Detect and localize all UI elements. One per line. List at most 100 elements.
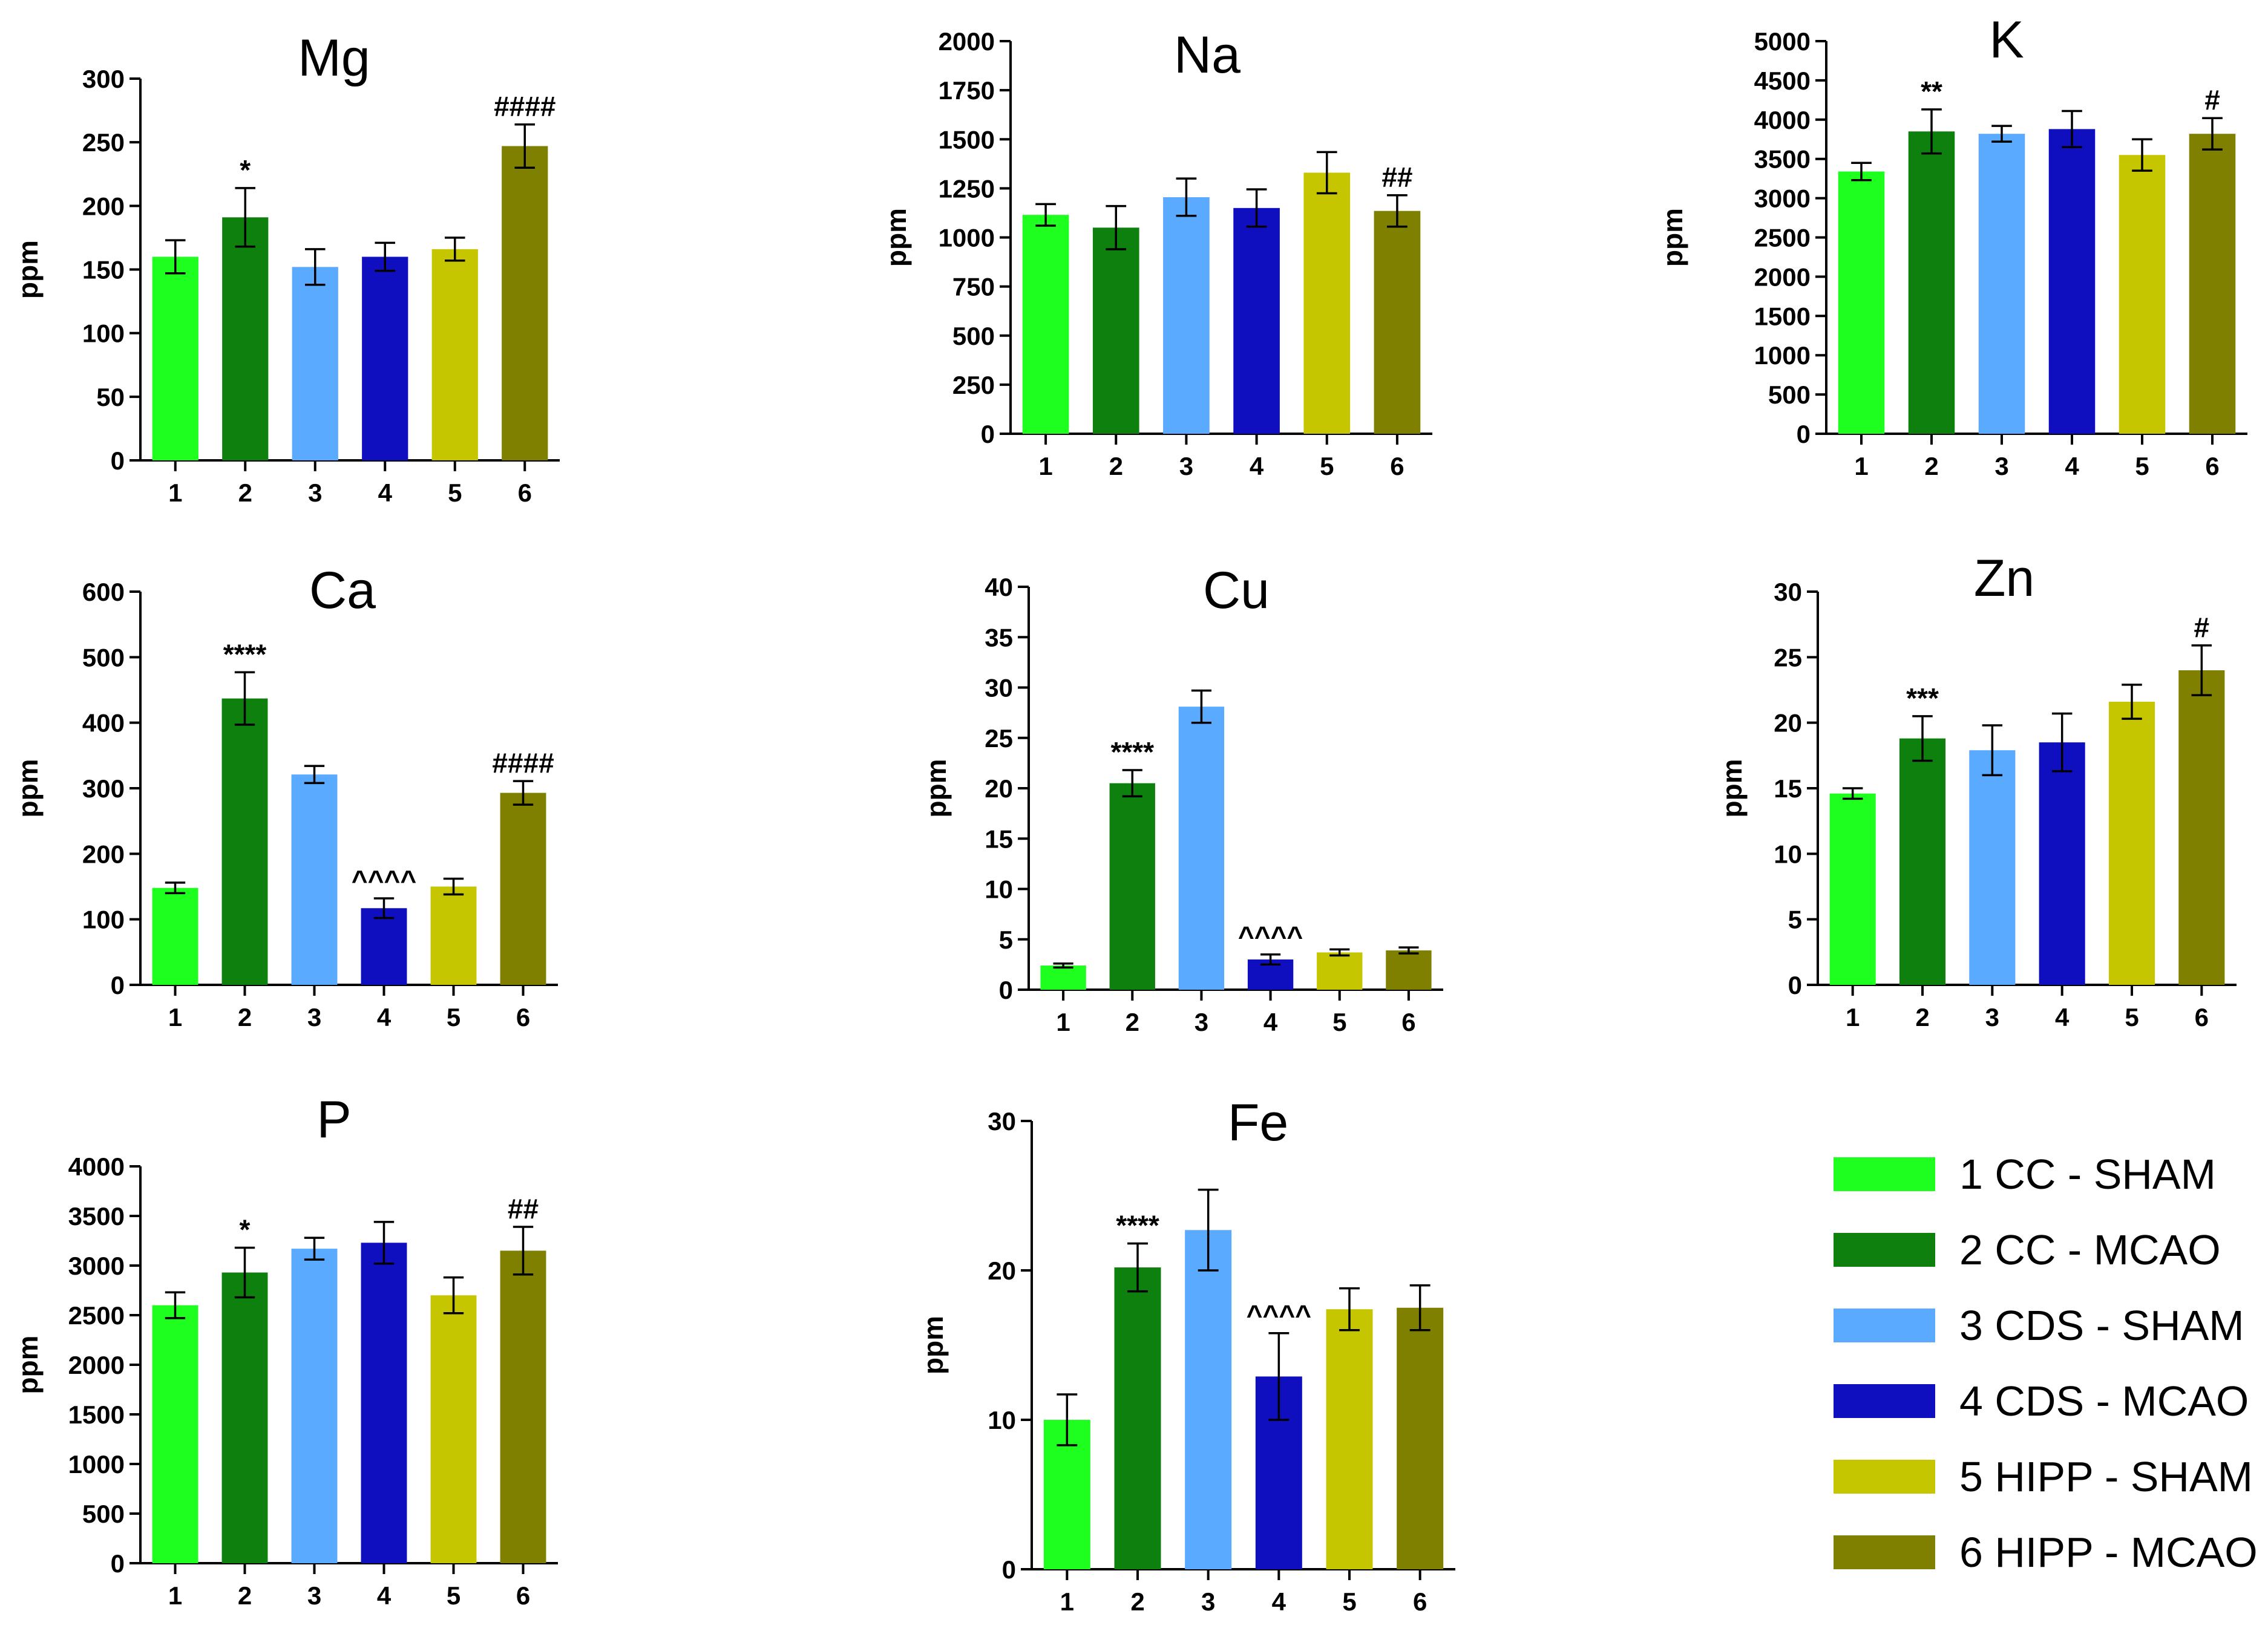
- y-tick-label: 250: [82, 128, 125, 157]
- legend-label: 6 HIPP - MCAO: [1959, 1529, 2258, 1576]
- y-tick-label: 0: [111, 446, 125, 475]
- x-tick-label: 3: [1985, 1003, 1999, 1031]
- y-tick-label: 30: [1774, 578, 1802, 606]
- legend-label: 1 CC - SHAM: [1959, 1151, 2216, 1198]
- x-tick-label: 6: [1401, 1008, 1415, 1036]
- y-tick-label: 20: [1774, 709, 1802, 737]
- legend-swatch: [1834, 1384, 1935, 1418]
- y-tick-label: 300: [82, 65, 125, 93]
- x-tick-label: 5: [448, 479, 462, 507]
- y-axis-label: ppm: [12, 240, 44, 299]
- y-axis-label: ppm: [12, 1335, 44, 1394]
- y-tick-label: 5000: [1754, 27, 1811, 56]
- y-tick-label: 20: [988, 1256, 1016, 1285]
- y-tick-label: 1750: [939, 76, 995, 105]
- chart-mg: Mg ppm 0 50 100 150 200 250 300 1 2 * 3 4 5 6 ####: [12, 29, 560, 507]
- legend-swatch: [1834, 1309, 1935, 1342]
- bar: [152, 256, 198, 460]
- x-tick-label: 4: [377, 1003, 392, 1031]
- legend-label: 2 CC - MCAO: [1959, 1226, 2221, 1273]
- y-tick-label: 0: [981, 420, 995, 448]
- y-tick-label: 25: [1774, 643, 1802, 671]
- bar: [1233, 207, 1280, 434]
- bar: [500, 1250, 546, 1563]
- chart-title: Fe: [1228, 1094, 1288, 1152]
- y-tick-label: 5: [1788, 906, 1802, 934]
- y-tick-label: 4000: [68, 1152, 125, 1181]
- y-tick-label: 5: [999, 926, 1013, 954]
- bar: [361, 1243, 407, 1563]
- y-tick-label: 600: [82, 578, 125, 606]
- significance-marker: #: [2194, 612, 2210, 643]
- bar: [1178, 707, 1225, 990]
- y-tick-label: 0: [111, 971, 125, 999]
- y-tick-label: 300: [82, 774, 125, 803]
- y-tick-label: 2000: [939, 27, 995, 56]
- bar: [1163, 197, 1210, 434]
- x-tick-label: 3: [1201, 1587, 1215, 1616]
- bar: [152, 1305, 198, 1563]
- x-tick-label: 5: [1332, 1008, 1346, 1036]
- y-tick-label: 0: [1002, 1555, 1016, 1584]
- y-tick-label: 4500: [1754, 67, 1811, 95]
- x-tick-label: 2: [238, 1003, 252, 1031]
- y-tick-label: 3500: [1754, 145, 1811, 174]
- significance-marker: ####: [492, 747, 554, 779]
- chart-title: P: [316, 1091, 351, 1149]
- x-tick-label: 3: [307, 1003, 321, 1031]
- y-tick-label: 15: [985, 825, 1013, 853]
- bar: [1374, 211, 1421, 434]
- chart-title: Na: [1174, 26, 1241, 84]
- bar: [1969, 750, 2016, 985]
- significance-marker: ***: [1906, 682, 1939, 714]
- bar: [1326, 1309, 1373, 1569]
- y-tick-label: 2000: [1754, 263, 1811, 291]
- x-tick-label: 1: [168, 479, 182, 507]
- y-tick-label: 30: [985, 674, 1013, 702]
- legend-swatch: [1834, 1157, 1935, 1191]
- x-tick-label: 2: [1915, 1003, 1929, 1031]
- legend-swatch: [1834, 1535, 1935, 1569]
- x-tick-label: 5: [447, 1581, 460, 1610]
- chart-cu: Cu ppm 0 5 10 15 20 25 30 35 40 1 2 **** 3 4 ^^^^ 5 6: [920, 561, 1443, 1036]
- significance-marker: **: [1921, 76, 1942, 107]
- x-tick-label: 2: [238, 1581, 252, 1610]
- y-tick-label: 1000: [68, 1450, 125, 1479]
- bar: [152, 887, 198, 985]
- chart-zn: Zn ppm 0 5 10 15 20 25 30 1 2 *** 3 4 5 6 #: [1716, 549, 2237, 1031]
- y-tick-label: 750: [952, 273, 995, 301]
- chart-ca: Ca ppm 0 100 200 300 400 500 600 1 2 **** 3 4 ^^^^ 5 6 ##…: [12, 561, 558, 1031]
- legend-swatch: [1834, 1460, 1935, 1494]
- y-tick-label: 1500: [1754, 302, 1811, 330]
- bar: [2108, 702, 2155, 985]
- x-tick-label: 6: [516, 1581, 530, 1610]
- y-tick-label: 15: [1774, 774, 1802, 803]
- significance-marker: ****: [1110, 736, 1154, 768]
- y-tick-label: 200: [82, 840, 125, 868]
- significance-marker: ^^^^: [352, 864, 416, 896]
- x-tick-label: 6: [1413, 1587, 1427, 1616]
- x-tick-label: 3: [1195, 1008, 1208, 1036]
- significance-marker: ^^^^: [1247, 1299, 1311, 1331]
- bar: [500, 792, 546, 985]
- y-tick-label: 3500: [68, 1202, 125, 1230]
- y-tick-label: 1500: [939, 125, 995, 154]
- bar: [430, 1295, 477, 1563]
- y-tick-label: 0: [1788, 971, 1802, 999]
- y-axis-label: ppm: [917, 1316, 949, 1374]
- bar: [1317, 952, 1363, 990]
- chart-fe: Fe ppm 0 10 20 30 1 2 **** 3 4 ^^^^ 5 6: [917, 1094, 1455, 1616]
- x-tick-label: 1: [168, 1003, 182, 1031]
- chart-title: Cu: [1203, 561, 1270, 619]
- bar: [1908, 131, 1955, 434]
- x-tick-label: 2: [238, 479, 252, 507]
- x-tick-label: 4: [1250, 452, 1264, 480]
- x-tick-label: 1: [1038, 452, 1052, 480]
- y-tick-label: 200: [82, 192, 125, 220]
- y-tick-label: 0: [999, 976, 1013, 1004]
- x-tick-label: 3: [308, 479, 322, 507]
- bar: [2189, 134, 2236, 434]
- y-tick-label: 10: [1774, 840, 1802, 868]
- y-tick-label: 30: [988, 1107, 1016, 1135]
